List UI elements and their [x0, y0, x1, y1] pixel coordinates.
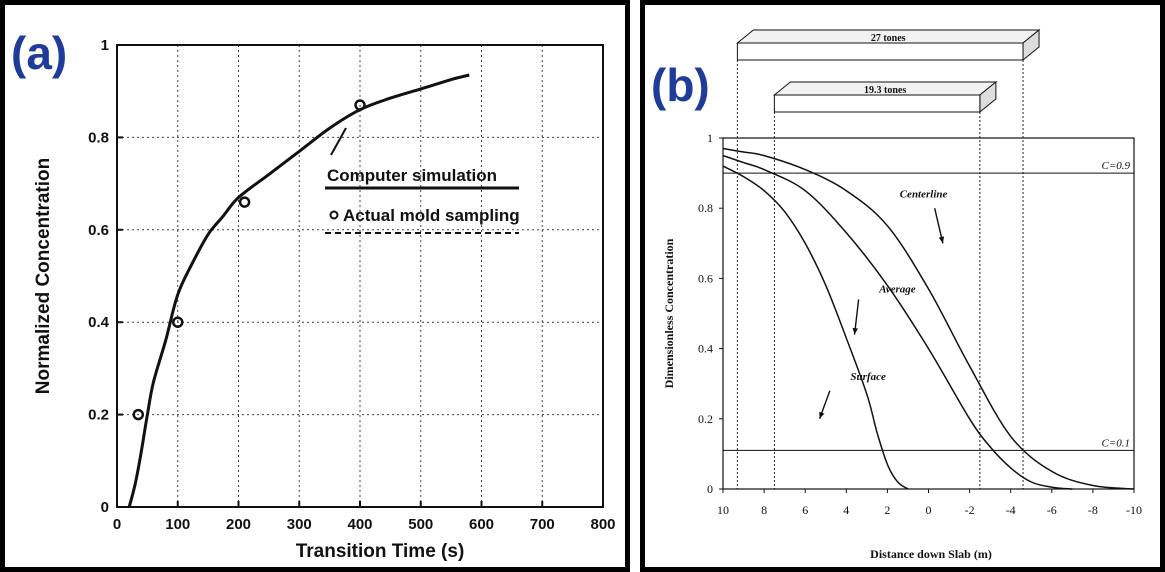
x-tick-label: 0: [926, 503, 932, 517]
slab-front-face: [736, 42, 1024, 61]
x-tick-label: 300: [287, 516, 312, 533]
series-label-average: Average: [878, 283, 916, 295]
series-label-centerline: Centerline: [900, 189, 948, 201]
chart-a-svg: (a) 0 100 200 300 400 500 600 700 800 0 0.2 0.4 0.6 0.…: [11, 27, 616, 562]
x-tick-label: -6: [1047, 503, 1057, 517]
x-tick-label: 700: [530, 516, 555, 533]
x-tick-label: 10: [717, 503, 729, 517]
y-tick-label: 0.2: [698, 412, 713, 426]
legend-leader-line: [330, 127, 347, 156]
x-tick-label: 6: [802, 503, 808, 517]
y-tick-label: 0.8: [88, 129, 109, 146]
x-tick-label: 400: [347, 516, 372, 533]
data-point-actual-mold-sampling: [354, 99, 366, 111]
x-tick-label: -2: [965, 503, 975, 517]
y-tick-label: 1: [707, 131, 713, 145]
annotation-arrowhead-surface: [819, 411, 825, 419]
slab-front-face: [773, 94, 981, 113]
x-tick-label: 100: [165, 516, 190, 533]
x-tick-label: 4: [843, 503, 849, 517]
y-tick-label: 0: [101, 499, 109, 516]
x-tick-label: 8: [761, 503, 767, 517]
legend-label-actual-mold-sampling: Actual mold sampling: [343, 206, 520, 225]
series-line-surface: [722, 165, 909, 490]
y-tick-label: 0.6: [88, 222, 109, 239]
reference-label-c-0-9: C=0.9: [1101, 160, 1130, 172]
x-axis-label: Transition Time (s): [296, 541, 465, 562]
legend-marker-actual-mold-sampling: [329, 210, 339, 220]
y-tick-label: 0: [707, 482, 713, 496]
y-tick-label: 0.2: [88, 407, 109, 424]
y-tick-label: 0.8: [698, 201, 713, 215]
data-point-actual-mold-sampling: [172, 316, 184, 328]
x-tick-label: -8: [1088, 503, 1098, 517]
annotation-arrowhead-centerline: [938, 236, 945, 244]
x-tick-label: 200: [226, 516, 251, 533]
y-tick-label: 0.4: [88, 314, 110, 331]
series-line-centerline: [722, 147, 1135, 490]
x-tick-label: 2: [884, 503, 890, 517]
y-tick-label: 0.4: [698, 342, 713, 356]
data-point-actual-mold-sampling: [132, 408, 145, 421]
series-line-computer-simulation: [127, 73, 470, 508]
legend-label-computer-simulation: Computer simulation: [327, 166, 497, 185]
panel-tag-a: (a): [11, 27, 67, 79]
series-line-average: [722, 154, 1073, 490]
reference-label-c-0-1: C=0.1: [1101, 437, 1130, 449]
slab-label-19-3-tones: 19.3 tones: [864, 85, 906, 96]
x-tick-label: -10: [1126, 503, 1142, 517]
slab-label-27-tones: 27 tones: [871, 33, 906, 44]
y-axis-label: Normalized Concentration: [33, 158, 54, 394]
x-tick-label: 0: [113, 516, 121, 533]
x-axis-label: Distance down Slab (m): [870, 547, 992, 561]
x-tick-label: -4: [1006, 503, 1016, 517]
series-label-surface: Surface: [850, 371, 886, 383]
x-tick-label: 600: [469, 516, 494, 533]
data-point-actual-mold-sampling: [238, 196, 251, 208]
y-tick-label: 0.6: [698, 271, 713, 285]
chart-panel-b: (b) 27 tones 19.3 tones C=0.9 C=0.1 10 8 6 4 2 0 -2…: [640, 0, 1165, 572]
x-tick-label: 800: [590, 516, 615, 533]
y-tick-label: 1: [101, 37, 109, 54]
y-axis-label: Dimensionless Concentration: [662, 238, 676, 388]
annotation-arrowhead-average: [852, 327, 858, 335]
panel-tag-b: (b): [651, 59, 710, 111]
x-tick-label: 500: [408, 516, 433, 533]
chart-panel-a: (a) 0 100 200 300 400 500 600 700 800 0 0.2 0.4 0.6 0.…: [0, 0, 630, 572]
